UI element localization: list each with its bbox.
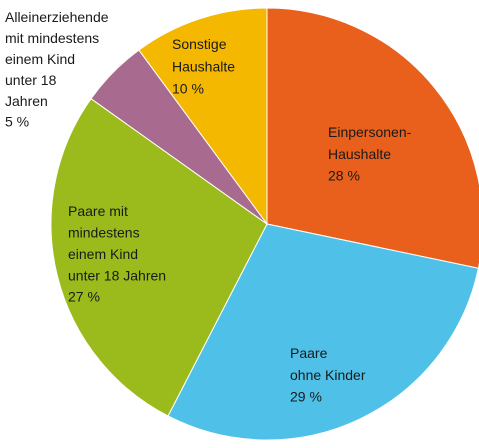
slice-label: Einpersonen-Haushalte: [328, 124, 412, 162]
slice-label: Paare ohne Kinder: [290, 345, 366, 383]
pie-slice: [138, 7, 268, 226]
pie-slice: [50, 98, 268, 417]
slice-label: Paare mit mindestens einem Kind unter 18 Ja…: [68, 203, 166, 284]
slice-value-label: 27 %: [68, 289, 100, 305]
pie-slice: [266, 7, 479, 269]
slice-label: Alleinerziehende mit mindestens einem Kind…: [5, 9, 109, 109]
slice-label: Sonstige Haushalte: [172, 36, 235, 75]
slice-value-label: 10 %: [172, 81, 204, 97]
slice-value-label: 28 %: [328, 168, 360, 184]
slice-value-label: 29 %: [290, 389, 322, 405]
pie-slice: [167, 223, 479, 441]
slice-value-label: 5 %: [5, 114, 29, 130]
